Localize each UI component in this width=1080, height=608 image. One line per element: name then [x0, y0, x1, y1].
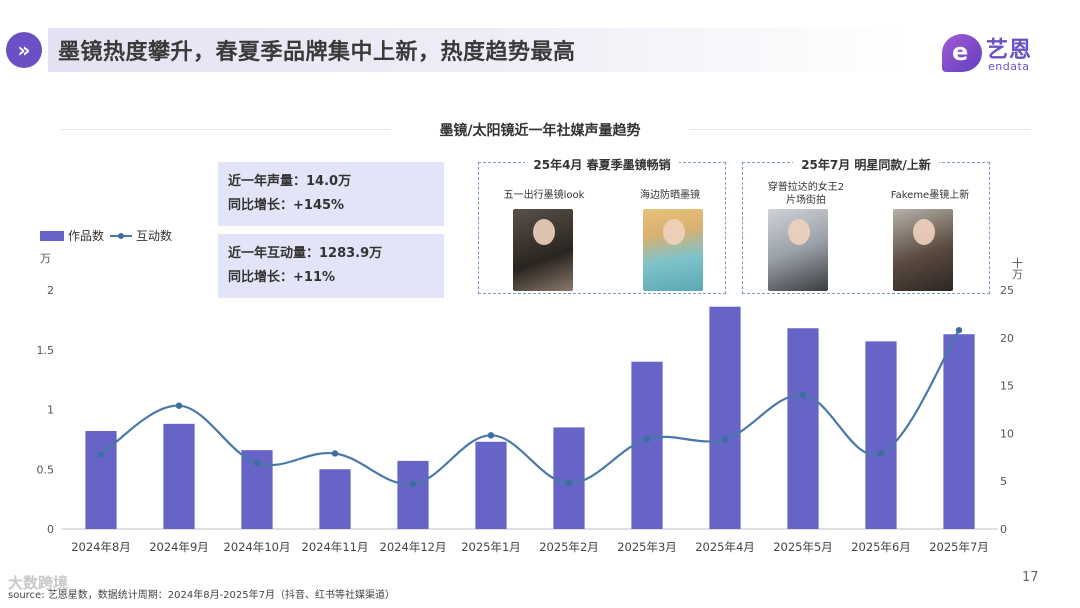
point-interactions-5 — [409, 480, 417, 488]
double-chevron-right-icon: » — [6, 32, 42, 68]
point-interactions-7 — [565, 479, 573, 487]
x-tick-5: 2024年12月 — [380, 540, 447, 554]
x-tick-6: 2025年1月 — [461, 540, 521, 554]
bar-works-9 — [709, 306, 741, 529]
y-left-tick-2: 0.5 — [37, 463, 55, 476]
bar-works-2 — [163, 423, 195, 529]
point-interactions-11 — [877, 450, 885, 457]
point-interactions-3 — [253, 459, 261, 467]
bar-works-5 — [397, 460, 429, 529]
y-left-tick-3: 1 — [47, 404, 54, 417]
stat-interaction-growth: 同比增长：+11% — [228, 270, 336, 285]
x-tick-2: 2024年9月 — [149, 540, 209, 554]
y-axis-right-unit: 十万 — [1012, 257, 1023, 281]
x-tick-10: 2025年5月 — [773, 540, 833, 554]
y-left-tick-5: 2 — [47, 284, 54, 297]
x-tick-12: 2025年7月 — [929, 540, 989, 554]
legend-label-works: 作品数 — [68, 229, 105, 243]
photo-label-fakeme: Fakeme墨镜上新 — [890, 190, 970, 201]
y-right-tick-2: 5 — [1000, 475, 1007, 488]
chart-title: 墨镜/太阳镜近一年社媒声量趋势 — [439, 123, 641, 139]
header-band — [48, 28, 910, 72]
point-interactions-6 — [487, 432, 495, 439]
callout-title-july: 25年7月 明星同款/上新 — [793, 158, 939, 172]
x-tick-4: 2024年11月 — [302, 540, 369, 554]
y-left-tick-4: 1.5 — [37, 344, 55, 357]
photo-label-beach: 海边防晒墨镜 — [640, 190, 700, 201]
point-interactions-10 — [799, 391, 807, 399]
logo-cn-text: 艺恩 — [986, 38, 1033, 63]
x-tick-1: 2024年8月 — [71, 540, 131, 554]
x-tick-9: 2025年4月 — [695, 540, 755, 554]
x-tick-7: 2025年2月 — [539, 540, 599, 554]
source-note: source: 艺恩星数，数据统计周期：2024年8月-2025年7月（抖音、红… — [8, 590, 395, 601]
legend-bar-swatch — [40, 230, 64, 241]
y-axis-left-unit: 万 — [40, 252, 51, 265]
stat-volume-growth: 同比增长：+145% — [228, 198, 345, 213]
title-divider-left — [60, 129, 390, 130]
point-interactions-9 — [721, 435, 729, 443]
legend-line-swatch — [110, 231, 133, 241]
endata-logo: 艺恩 endata — [942, 32, 1052, 76]
callout-title-april: 25年4月 春夏季墨镜畅销 — [525, 158, 679, 172]
title-divider-right — [690, 129, 1030, 130]
point-interactions-12 — [955, 326, 963, 334]
stat-box-volume: 近一年声量：14.0万 同比增长：+145% — [218, 162, 444, 226]
brand-model-photo — [893, 209, 953, 291]
stat-volume-total: 近一年声量：14.0万 — [228, 174, 352, 189]
y-right-tick-5: 20 — [1000, 332, 1014, 345]
woman-sunglasses-photo — [513, 209, 573, 291]
point-interactions-4 — [331, 450, 339, 457]
bar-works-10 — [787, 328, 819, 529]
street-snap-photo — [768, 209, 828, 291]
point-interactions-1 — [97, 451, 105, 458]
point-interactions-8 — [643, 435, 651, 443]
bar-works-7 — [553, 427, 585, 529]
bar-works-6 — [475, 441, 507, 529]
page-title: 墨镜热度攀升，春夏季品牌集中上新，热度趋势最高 — [58, 40, 576, 65]
callout-panel-july: 25年7月 明星同款/上新 穿普拉达的女王2 片场街拍 Fakeme墨镜上新 — [742, 158, 990, 294]
watermark-text: 大数跨境 — [8, 574, 69, 592]
x-tick-8: 2025年3月 — [617, 540, 677, 554]
stat-interaction-total: 近一年互动量：1283.9万 — [228, 246, 383, 261]
bar-works-8 — [631, 361, 663, 529]
photo-label-mayday: 五一出行墨镜look — [503, 190, 585, 201]
y-right-tick-6: 25 — [1000, 284, 1014, 297]
x-tick-3: 2024年10月 — [224, 540, 291, 554]
line-interactions — [100, 329, 960, 486]
woman-sunhat-photo — [643, 209, 703, 291]
callout-panel-april: 25年4月 春夏季墨镜畅销 五一出行墨镜look 海边防晒墨镜 — [478, 158, 726, 294]
photo-label-devil-prada: 穿普拉达的女王2 片场街拍 — [767, 182, 845, 206]
point-interactions-2 — [175, 402, 183, 409]
y-right-tick-3: 10 — [1000, 427, 1014, 440]
stat-box-interaction: 近一年互动量：1283.9万 同比增长：+11% — [218, 234, 444, 298]
y-right-tick-1: 0 — [1000, 523, 1007, 536]
page-number: 17 — [1022, 570, 1039, 585]
bar-works-4 — [319, 469, 351, 529]
y-left-tick-1: 0 — [47, 523, 54, 536]
logo-en-text: endata — [988, 60, 1030, 73]
endata-logo-mark — [942, 34, 982, 72]
chart-legend: 作品数 互动数 — [40, 227, 172, 244]
bar-works-11 — [865, 341, 897, 529]
y-right-tick-4: 15 — [1000, 380, 1014, 393]
bar-works-12 — [943, 334, 975, 529]
x-tick-11: 2025年6月 — [851, 540, 911, 554]
legend-label-interactions: 互动数 — [136, 229, 173, 243]
